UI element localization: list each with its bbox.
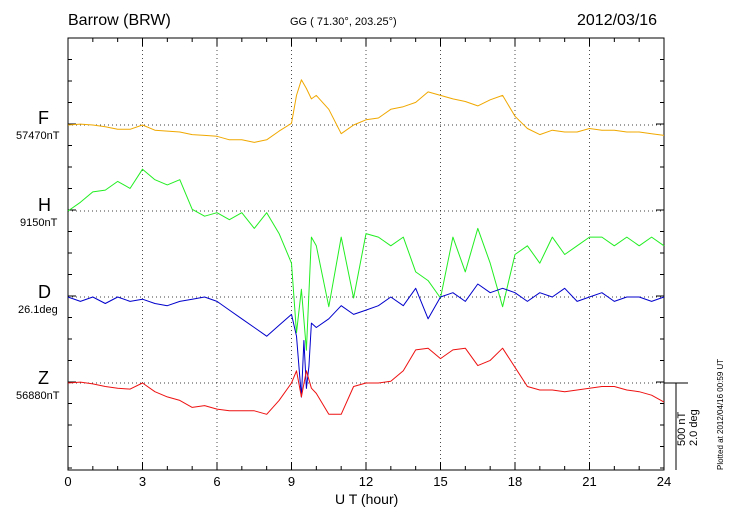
series-line-f — [67, 79, 665, 143]
station-title: Barrow (BRW) — [68, 12, 171, 29]
x-tick-label: 0 — [64, 474, 72, 489]
x-axis-label: U T (hour) — [335, 491, 399, 507]
label-h-letter: H — [38, 195, 51, 215]
scale-bar-nt-label: 500 nT — [676, 411, 688, 446]
label-f-letter: F — [38, 108, 49, 128]
series-line-d — [67, 283, 665, 398]
x-tick-label: 6 — [213, 474, 221, 489]
x-tick-label: 21 — [582, 474, 597, 489]
x-tick-label: 12 — [358, 474, 374, 489]
label-d-baseline: 26.1deg — [18, 304, 58, 316]
coordinates-label: GG ( 71.30°, 203.25°) — [290, 16, 397, 28]
x-tick-label: 9 — [287, 474, 296, 489]
label-z-letter: Z — [38, 368, 49, 388]
series-line-h — [67, 168, 665, 351]
label-h-baseline: 9150nT — [20, 217, 58, 229]
label-f-baseline: 57470nT — [16, 130, 60, 142]
x-tick-label: 3 — [138, 474, 147, 489]
date-label: 2012/03/16 — [577, 12, 658, 29]
x-tick-label: 18 — [507, 474, 523, 489]
scale-bar-deg-label: 2.0 deg — [688, 409, 700, 446]
label-z-baseline: 56880nT — [16, 390, 60, 402]
label-d-letter: D — [38, 282, 51, 302]
plotted-timestamp: Plotted at 2012/04/16 00:59 UT — [716, 358, 725, 470]
series-line-z — [67, 347, 665, 415]
x-tick-label: 15 — [433, 474, 448, 489]
x-tick-label: 24 — [656, 474, 672, 489]
